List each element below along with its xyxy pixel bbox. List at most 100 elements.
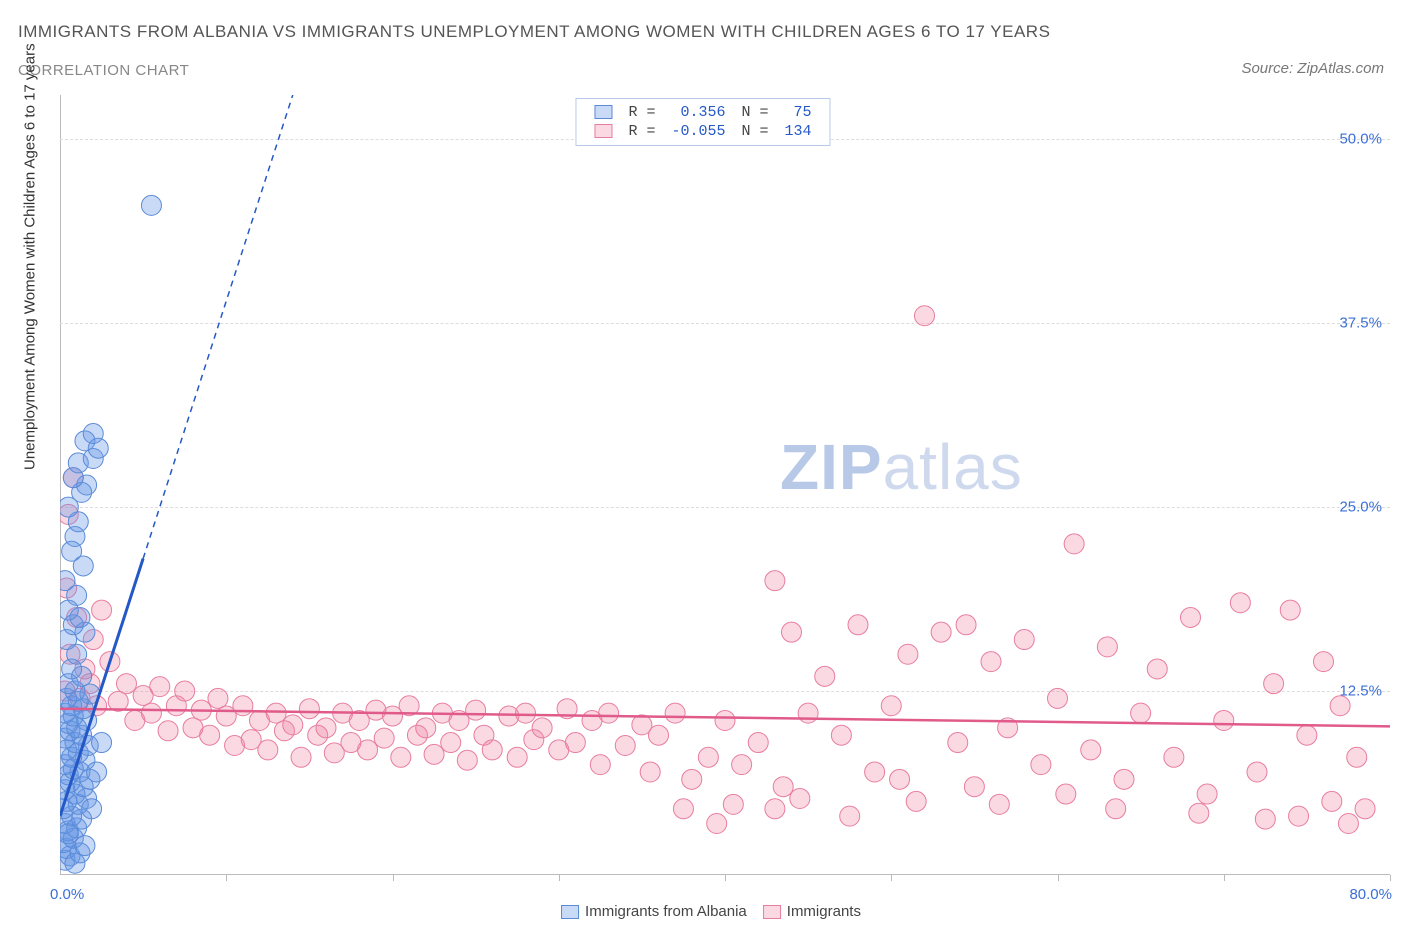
data-point [1355,799,1375,819]
data-point [208,688,228,708]
data-point [507,747,527,767]
data-point [673,799,693,819]
data-point [715,710,735,730]
data-point [831,725,851,745]
data-point [782,622,802,642]
data-point [358,740,378,760]
x-tick [559,875,560,881]
x-tick [226,875,227,881]
data-point [981,652,1001,672]
x-tick-max: 80.0% [1349,886,1392,903]
data-point [840,806,860,826]
data-point [1297,725,1317,745]
y-axis-label: Unemployment Among Women with Children A… [22,43,39,470]
series-legend: Immigrants from Albania Immigrants [545,903,861,920]
data-point [1330,696,1350,716]
data-point [1048,688,1068,708]
data-point [865,762,885,782]
data-point [117,674,137,694]
data-point [665,703,685,723]
data-point [565,733,585,753]
correlation-legend: R =0.356N =75R =-0.055N =134 [575,98,830,146]
data-point [848,615,868,635]
x-tick [891,875,892,881]
data-point [599,703,619,723]
legend-row: R =0.356N =75 [586,103,819,122]
data-point [200,725,220,745]
data-point [424,744,444,764]
data-point [915,306,935,326]
data-point [1131,703,1151,723]
data-point [60,571,75,591]
data-point [590,755,610,775]
data-point [898,644,918,664]
data-point [1189,803,1209,823]
data-point [1264,674,1284,694]
scatter-svg [60,95,1390,875]
data-point [1338,813,1358,833]
source-attribution: Source: ZipAtlas.com [1241,60,1384,77]
data-point [516,703,536,723]
data-point [1164,747,1184,767]
data-point [615,735,635,755]
data-point [482,740,502,760]
data-point [316,718,336,738]
data-point [1347,747,1367,767]
data-point [374,728,394,748]
data-point [765,571,785,591]
data-point [682,769,702,789]
data-point [1255,809,1275,829]
data-point [956,615,976,635]
chart-title: IMMIGRANTS FROM ALBANIA VS IMMIGRANTS UN… [18,22,1050,42]
data-point [82,799,102,819]
data-point [649,725,669,745]
plot-area: 12.5%25.0%37.5%50.0% 0.0% 80.0% [60,95,1390,875]
x-tick [1390,875,1391,881]
legend-label: Immigrants from Albania [585,903,747,920]
data-point [1214,710,1234,730]
data-point [640,762,660,782]
data-point [158,721,178,741]
data-point [732,755,752,775]
data-point [1289,806,1309,826]
x-tick [1058,875,1059,881]
data-point [1322,791,1342,811]
data-point [1181,607,1201,627]
data-point [698,747,718,767]
data-point [1056,784,1076,804]
x-tick [393,875,394,881]
data-point [1197,784,1217,804]
data-point [707,813,727,833]
data-point [1081,740,1101,760]
data-point [466,700,486,720]
data-point [1014,630,1034,650]
data-point [748,733,768,753]
data-point [1106,799,1126,819]
x-tick [725,875,726,881]
data-point [931,622,951,642]
data-point [258,740,278,760]
x-tick [1224,875,1225,881]
data-point [391,747,411,767]
legend-label: Immigrants [787,903,861,920]
data-point [266,703,286,723]
legend-row: R =-0.055N =134 [586,122,819,141]
data-point [457,750,477,770]
legend-swatch [594,124,612,138]
data-point [83,423,103,443]
x-tick-min: 0.0% [50,886,84,903]
legend-swatch [594,105,612,119]
data-point [890,769,910,789]
data-point [773,777,793,797]
data-point [1114,769,1134,789]
data-point [291,747,311,767]
data-point [92,600,112,620]
data-point [60,824,78,844]
legend-swatch [763,905,781,919]
data-point [150,677,170,697]
legend-swatch [561,905,579,919]
data-point [92,733,112,753]
data-point [416,718,436,738]
data-point [141,703,161,723]
data-point [299,699,319,719]
